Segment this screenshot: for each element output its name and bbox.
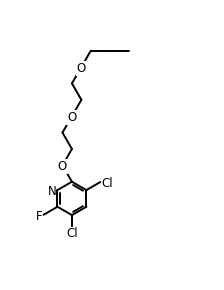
Text: O: O [77, 62, 86, 75]
Text: O: O [67, 111, 77, 124]
Text: F: F [36, 210, 42, 223]
Text: Cl: Cl [66, 227, 78, 240]
Text: Cl: Cl [101, 177, 113, 190]
Text: N: N [47, 185, 56, 198]
Text: O: O [58, 160, 67, 173]
